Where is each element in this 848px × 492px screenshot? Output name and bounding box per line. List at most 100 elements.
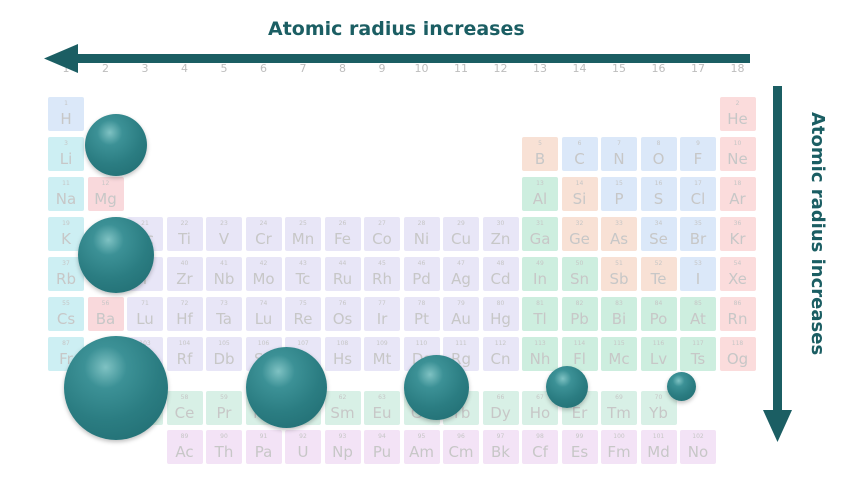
element-cell: 66 Dy xyxy=(482,391,519,425)
atomic-number: 47 xyxy=(457,260,465,267)
atomic-number: 18 xyxy=(733,180,742,187)
element-cell: 99 Es xyxy=(561,430,598,464)
element-symbol: Tc xyxy=(295,270,311,288)
atom-ball-period-4 xyxy=(78,217,154,293)
atomic-number: 40 xyxy=(180,260,189,267)
element-cell: 55 Cs xyxy=(48,297,84,331)
atomic-number: 80 xyxy=(496,300,505,307)
element-cell: 19 K xyxy=(48,217,84,251)
atomic-number: 114 xyxy=(573,340,586,347)
atomic-number: 118 xyxy=(731,340,744,347)
element-symbol: At xyxy=(690,310,706,328)
element-cell: 35 Br xyxy=(680,217,716,251)
element-symbol: C xyxy=(574,150,585,168)
element-cell: 17 Cl xyxy=(680,177,716,211)
atomic-number: 17 xyxy=(694,180,702,187)
element-cell: 46 Pd xyxy=(403,257,440,291)
vertical-trend-label: Atomic radius increases xyxy=(807,112,828,356)
element-cell: 92 U xyxy=(285,430,321,464)
element-cell: 27 Co xyxy=(364,217,400,251)
atomic-number: 45 xyxy=(378,260,386,267)
atomic-number: 14 xyxy=(575,180,584,187)
element-cell: 89 Ac xyxy=(166,430,203,464)
element-symbol: Ho xyxy=(529,404,551,422)
element-cell: 11 Na xyxy=(48,177,84,211)
atomic-number: 97 xyxy=(496,433,505,440)
element-symbol: Md xyxy=(647,443,670,461)
element-cell: 72 Hf xyxy=(166,297,203,331)
element-symbol: Mo xyxy=(252,270,275,288)
element-cell: 34 Se xyxy=(640,217,677,251)
atomic-number: 116 xyxy=(652,340,665,347)
element-cell: 86 Rn xyxy=(719,297,756,331)
element-cell: 25 Mn xyxy=(285,217,321,251)
element-cell: 118 Og xyxy=(719,337,756,371)
element-cell: 82 Pb xyxy=(561,297,598,331)
element-cell: 75 Re xyxy=(285,297,321,331)
atomic-number: 19 xyxy=(62,220,70,227)
atomic-number: 33 xyxy=(615,220,623,227)
atomic-number: 112 xyxy=(494,340,507,347)
element-symbol: Hg xyxy=(490,310,511,328)
element-symbol: Pb xyxy=(570,310,589,328)
element-symbol: Cu xyxy=(451,230,471,248)
element-symbol: Mg xyxy=(94,190,117,208)
element-symbol: Al xyxy=(532,190,548,208)
group-number: 18 xyxy=(730,62,745,75)
atomic-number: 63 xyxy=(378,394,386,401)
element-symbol: Se xyxy=(649,230,668,248)
element-symbol: Hs xyxy=(332,350,353,368)
element-cell: 54 Xe xyxy=(719,257,756,291)
element-cell: 53 I xyxy=(680,257,716,291)
element-symbol: Cf xyxy=(532,443,548,461)
atomic-number: 94 xyxy=(378,433,386,440)
element-cell: 78 Pt xyxy=(403,297,440,331)
element-cell: 22 Ti xyxy=(166,217,203,251)
atomic-number: 74 xyxy=(259,300,268,307)
atomic-number: 77 xyxy=(378,300,386,307)
atomic-number: 7 xyxy=(617,140,621,147)
group-number: 1 xyxy=(62,62,70,75)
element-cell: 40 Zr xyxy=(166,257,203,291)
element-cell: 77 Ir xyxy=(364,297,400,331)
element-cell: 71 Lu xyxy=(127,297,163,331)
element-symbol: B xyxy=(534,150,546,168)
group-number: 7 xyxy=(299,62,307,75)
atomic-number: 79 xyxy=(457,300,465,307)
element-symbol: Ts xyxy=(690,350,706,368)
element-symbol: Og xyxy=(726,350,749,368)
element-symbol: Cm xyxy=(448,443,474,461)
atomic-number: 105 xyxy=(218,340,230,347)
element-symbol: Ce xyxy=(174,404,195,422)
atomic-number: 58 xyxy=(180,394,189,401)
element-cell: 29 Cu xyxy=(443,217,479,251)
element-symbol: Mt xyxy=(372,350,392,368)
element-symbol: Np xyxy=(332,443,353,461)
horizontal-arrow xyxy=(44,44,750,73)
element-cell: 32 Ge xyxy=(561,217,598,251)
group-number: 3 xyxy=(141,62,149,75)
element-symbol: V xyxy=(218,230,230,248)
element-symbol: Lv xyxy=(649,350,668,368)
atomic-number: 50 xyxy=(575,260,584,267)
element-symbol: No xyxy=(687,443,709,461)
atomic-number: 49 xyxy=(536,260,544,267)
atomic-number: 41 xyxy=(220,260,228,267)
element-cell: 69 Tm xyxy=(601,391,637,425)
element-symbol: Db xyxy=(213,350,235,368)
atomic-number: 55 xyxy=(62,300,70,307)
atomic-number: 53 xyxy=(694,260,702,267)
atomic-number: 56 xyxy=(101,300,110,307)
element-cell: 47 Ag xyxy=(443,257,479,291)
atomic-number: 81 xyxy=(536,300,544,307)
element-symbol: Rh xyxy=(372,270,392,288)
element-cell: 85 At xyxy=(680,297,716,331)
group-number: 14 xyxy=(572,62,587,75)
atomic-number: 103 xyxy=(139,340,151,347)
element-cell: 117 Ts xyxy=(680,337,716,371)
atomic-number: 70 xyxy=(654,394,663,401)
atomic-number: 115 xyxy=(613,340,625,347)
